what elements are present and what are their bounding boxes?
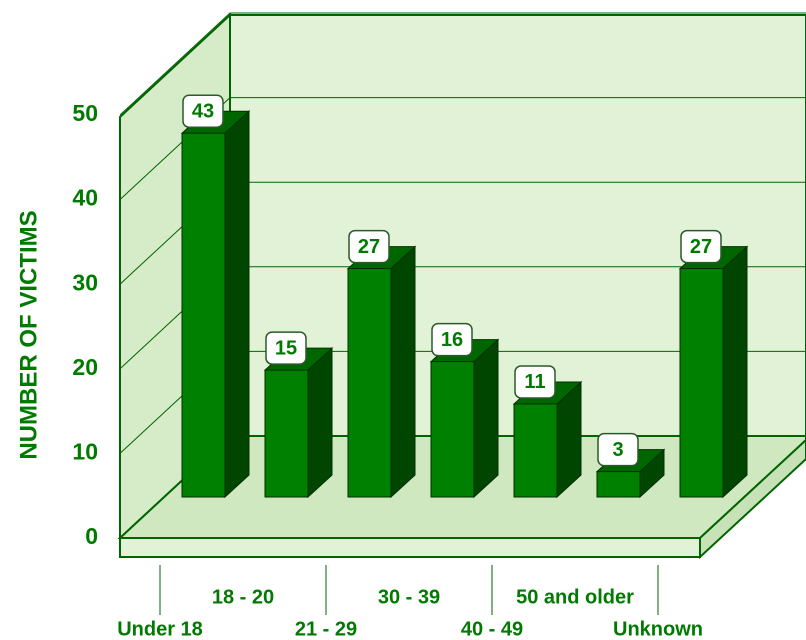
bar-side: [224, 110, 250, 499]
y-tick-label: 30: [72, 269, 98, 295]
floor-front: [119, 537, 701, 558]
x-tick-label: 40 - 49: [461, 618, 523, 640]
value-label-box: [182, 94, 224, 128]
bar: [513, 403, 558, 498]
value-label: 11: [524, 371, 545, 393]
value-label-box: [597, 432, 639, 467]
x-tick-label: Under 18: [117, 618, 203, 640]
x-tick-label: Unknown: [613, 618, 703, 640]
bar: [181, 132, 226, 498]
value-label: 3: [612, 439, 623, 461]
bar: [679, 268, 724, 498]
floor-side: [699, 438, 806, 560]
bar: [430, 361, 475, 498]
bar-side: [390, 245, 416, 499]
value-label-box: [680, 229, 722, 264]
value-label-box: [348, 229, 390, 264]
x-tick-label: 50 and older: [516, 586, 634, 608]
value-label: 27: [358, 236, 380, 258]
grid-line: [119, 97, 806, 200]
bar-side: [473, 338, 499, 499]
x-tick-label: 21 - 29: [295, 618, 357, 640]
y-tick-label: 50: [72, 100, 98, 126]
x-tick-label: 30 - 39: [378, 586, 440, 608]
x-tick-label: 18 - 20: [212, 586, 274, 608]
value-label: 43: [192, 101, 214, 123]
value-label-box: [431, 322, 473, 357]
value-label: 15: [275, 337, 297, 359]
y-tick-label: 10: [72, 438, 98, 464]
separators: [159, 565, 659, 615]
grid-line: [119, 12, 806, 116]
bar: [596, 471, 641, 498]
y-axis-label: NUMBER OF VICTIMS: [15, 210, 42, 459]
value-label-box: [514, 365, 556, 399]
y-tick-label: 40: [72, 185, 98, 211]
bar: [347, 268, 392, 498]
bar-side: [307, 346, 333, 499]
y-tick-label: 0: [85, 523, 98, 549]
bar-side: [722, 245, 748, 499]
bar: [264, 369, 309, 498]
value-label: 27: [690, 236, 712, 258]
y-tick-label: 20: [72, 354, 98, 380]
value-label-box: [265, 331, 307, 365]
value-label: 16: [441, 329, 463, 351]
